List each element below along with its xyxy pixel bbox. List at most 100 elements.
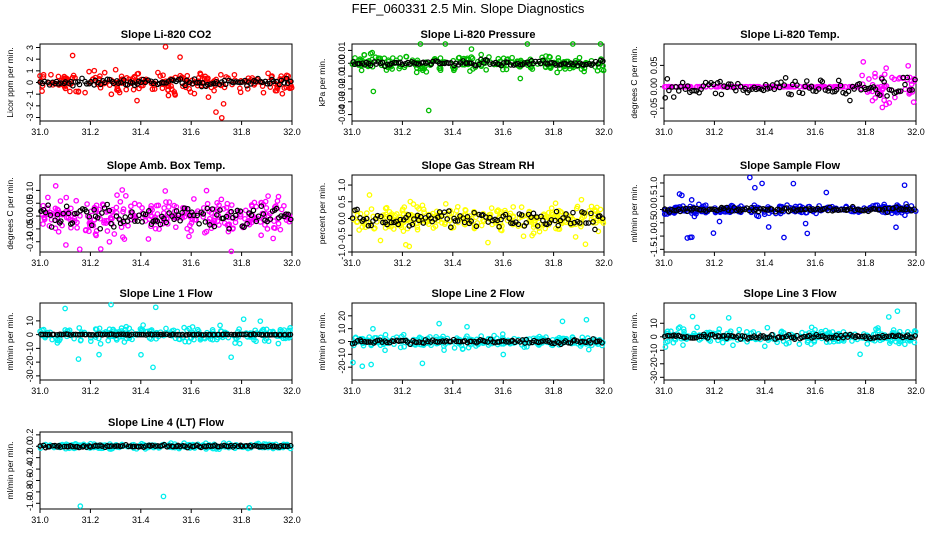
- data-point: [819, 78, 826, 85]
- data-point: [910, 99, 917, 105]
- data-point: [571, 219, 578, 226]
- panel-title: Slope Amb. Box Temp.: [107, 160, 226, 172]
- y-tick-label: -30: [25, 369, 35, 382]
- data-point: [94, 214, 101, 221]
- data-point: [166, 210, 172, 216]
- data-point: [778, 79, 784, 85]
- x-tick-label: 31.4: [444, 386, 462, 396]
- data-point: [255, 75, 261, 82]
- data-point: [248, 212, 255, 219]
- data-point: [122, 193, 129, 199]
- data-point: [124, 81, 131, 88]
- data-point: [121, 339, 128, 345]
- data-point: [281, 203, 287, 209]
- data-point: [136, 202, 143, 208]
- data-point: [265, 70, 271, 77]
- data-point: [115, 331, 121, 338]
- data-point: [131, 218, 138, 224]
- data-point: [583, 61, 590, 68]
- y-axis-label: ml/min per min.: [629, 312, 639, 370]
- panel-10: Slope Line 4 (LT) Flow 31.0 31.2 31.4 31.6 31…: [5, 417, 301, 525]
- data-point: [165, 204, 172, 210]
- data-point: [369, 49, 376, 56]
- x-tick-label: 31.0: [343, 258, 361, 268]
- data-point: [565, 216, 571, 222]
- data-point: [45, 194, 51, 201]
- y-tick-label: 1: [25, 68, 35, 73]
- data-point: [462, 206, 469, 213]
- data-point: [419, 67, 426, 74]
- x-tick-label: 31.0: [655, 386, 673, 396]
- data-point: [163, 199, 169, 205]
- data-point: [451, 345, 458, 351]
- data-point: [576, 220, 583, 226]
- data-point: [105, 337, 112, 344]
- data-point: [838, 206, 844, 213]
- data-point: [114, 192, 120, 198]
- data-point: [548, 205, 555, 211]
- data-point: [597, 41, 604, 47]
- data-point: [363, 215, 370, 222]
- data-point: [751, 184, 758, 191]
- data-point: [264, 226, 271, 232]
- data-point: [69, 52, 76, 59]
- panel-1: Slope Li-820 CO2 31.0 31.2 31.4 31.6 31.8 32.0…: [5, 29, 301, 137]
- data-point: [872, 86, 879, 92]
- data-point: [277, 226, 284, 233]
- data-point: [363, 210, 370, 217]
- data-point: [201, 229, 208, 236]
- data-point: [370, 88, 377, 95]
- data-point: [583, 316, 590, 323]
- data-point: [177, 217, 183, 224]
- data-point: [196, 221, 202, 227]
- data-point: [599, 215, 606, 222]
- data-point: [160, 493, 167, 500]
- data-point: [214, 336, 220, 343]
- data-point: [661, 206, 668, 212]
- x-tick-label: 31.0: [655, 127, 673, 137]
- data-point: [593, 219, 599, 226]
- x-tick-label: 31.6: [806, 127, 824, 137]
- x-tick-label: 32.0: [283, 386, 301, 396]
- data-point: [270, 78, 277, 85]
- data-point: [63, 203, 70, 210]
- data-point: [725, 314, 732, 321]
- data-point: [562, 61, 569, 67]
- data-point: [847, 97, 853, 104]
- data-point: [720, 205, 727, 212]
- data-point: [146, 208, 152, 214]
- data-point: [106, 326, 113, 333]
- data-point: [576, 54, 583, 61]
- data-point: [161, 80, 167, 86]
- data-point: [570, 64, 577, 71]
- data-point: [737, 83, 744, 90]
- data-point: [835, 77, 842, 84]
- data-point: [476, 61, 482, 68]
- data-point: [113, 213, 120, 219]
- data-point: [111, 224, 117, 230]
- data-point: [62, 305, 68, 312]
- data-point: [553, 62, 559, 68]
- data-point: [244, 86, 251, 92]
- data-point: [471, 209, 477, 216]
- data-point: [154, 211, 161, 217]
- data-point: [776, 84, 783, 91]
- data-point: [282, 331, 288, 338]
- data-point: [356, 227, 362, 233]
- data-point: [107, 214, 114, 221]
- data-point: [473, 62, 479, 69]
- data-point: [543, 53, 549, 59]
- series-colored: [349, 41, 607, 114]
- data-point: [844, 206, 851, 213]
- data-point: [849, 338, 855, 344]
- data-point: [796, 89, 803, 96]
- y-tick-label: 0.5: [649, 190, 659, 203]
- y-tick-label: 10: [649, 318, 659, 328]
- data-point: [534, 223, 541, 229]
- data-point: [255, 213, 262, 220]
- data-point: [406, 223, 413, 229]
- y-tick-label: -20: [25, 356, 35, 369]
- data-point: [491, 332, 497, 339]
- x-tick-label: 31.4: [132, 258, 150, 268]
- data-point: [896, 74, 903, 81]
